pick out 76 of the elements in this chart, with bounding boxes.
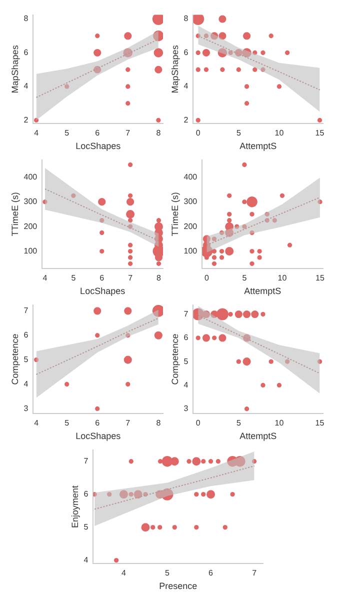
y-tick-label: 7	[23, 306, 28, 316]
line-series	[197, 35, 320, 90]
x-tick-label: 7	[125, 418, 130, 428]
x-tick-label: 5	[164, 568, 170, 578]
x-axis-title: LocShapes	[75, 141, 121, 152]
x-tick-label: 6	[94, 128, 100, 138]
x-tick-label: 6	[208, 568, 214, 578]
x-tick-label: 6	[94, 418, 100, 428]
y-tick-label: 3	[183, 404, 188, 414]
x-tick-label: 10	[277, 274, 287, 283]
x-tick-label: 0	[195, 418, 200, 428]
x-axis-title: Presence	[158, 581, 197, 592]
x-tick-label: 5	[236, 128, 241, 138]
x-tick-label: 10	[274, 128, 284, 138]
y-tick-label: 4	[23, 82, 28, 91]
y-axis-title: TTimeE (s)	[169, 192, 180, 236]
y-axis-title: MapShapes	[169, 44, 180, 94]
y-tick-label: 2	[23, 115, 28, 124]
x-axis-title: AttemptS	[239, 431, 276, 442]
y-axis-title: Competence	[9, 334, 20, 385]
y-tick-label: 4	[183, 380, 188, 390]
y-tick-label: 6	[23, 48, 28, 57]
y-tick-label: 2	[183, 115, 188, 124]
y-tick-label: 7	[183, 309, 188, 318]
y-tick-label: 300	[183, 197, 198, 206]
y-tick-label: 6	[83, 490, 88, 499]
y-tick-label: 6	[183, 48, 188, 57]
y-tick-label: 300	[23, 197, 38, 206]
x-axis-title: LocShapes	[80, 286, 126, 296]
x-axis-title: AttemptS	[244, 286, 281, 296]
x-tick-label: 5	[64, 128, 70, 138]
x-tick-label: 0	[204, 274, 209, 283]
y-tick-label: 5	[23, 355, 28, 364]
line-series	[94, 465, 254, 510]
x-tick-label: 8	[156, 274, 162, 283]
y-tick-label: 100	[183, 246, 198, 256]
x-tick-label: 5	[236, 418, 241, 428]
x-tick-label: 8	[156, 128, 161, 138]
x-tick-label: 4	[42, 274, 48, 283]
y-tick-label: 6	[183, 333, 188, 342]
y-tick-label: 200	[183, 222, 198, 231]
y-tick-label: 8	[23, 14, 28, 24]
x-tick-label: 0	[195, 128, 200, 138]
y-tick-label: 4	[83, 556, 88, 565]
y-tick-label: 5	[83, 522, 88, 532]
y-tick-label: 100	[23, 246, 38, 256]
x-tick-label: 15	[315, 274, 324, 283]
x-tick-label: 7	[128, 274, 133, 283]
y-axis-title: MapShapes	[9, 44, 20, 94]
y-tick-label: 400	[183, 172, 198, 182]
x-tick-label: 6	[99, 274, 104, 283]
y-tick-label: 4	[183, 82, 188, 91]
y-tick-label: 200	[23, 222, 38, 231]
y-tick-label: 8	[183, 14, 188, 24]
x-tick-label: 7	[125, 128, 130, 138]
x-tick-label: 5	[64, 418, 70, 428]
x-tick-label: 5	[70, 274, 76, 283]
x-tick-label: 8	[156, 418, 161, 428]
line-series	[35, 318, 158, 375]
x-axis-title: AttemptS	[239, 141, 276, 152]
y-axis-title: Enjoyment	[69, 484, 80, 528]
y-axis-title: Competence	[169, 334, 180, 385]
y-tick-label: 5	[183, 356, 188, 366]
x-axis-title: LocShapes	[75, 431, 121, 442]
x-tick-label: 5	[242, 274, 247, 283]
y-tick-label: 6	[23, 330, 28, 340]
x-tick-label: 4	[120, 568, 126, 578]
y-tick-label: 4	[23, 379, 28, 388]
x-tick-label: 15	[314, 128, 324, 138]
y-tick-label: 3	[23, 404, 28, 413]
x-tick-label: 10	[274, 418, 284, 428]
y-tick-label: 400	[23, 172, 38, 182]
x-tick-label: 7	[252, 568, 257, 578]
y-tick-label: 7	[83, 456, 88, 466]
x-tick-label: 15	[314, 418, 324, 428]
y-axis-title: TTimeE (s)	[9, 192, 20, 236]
